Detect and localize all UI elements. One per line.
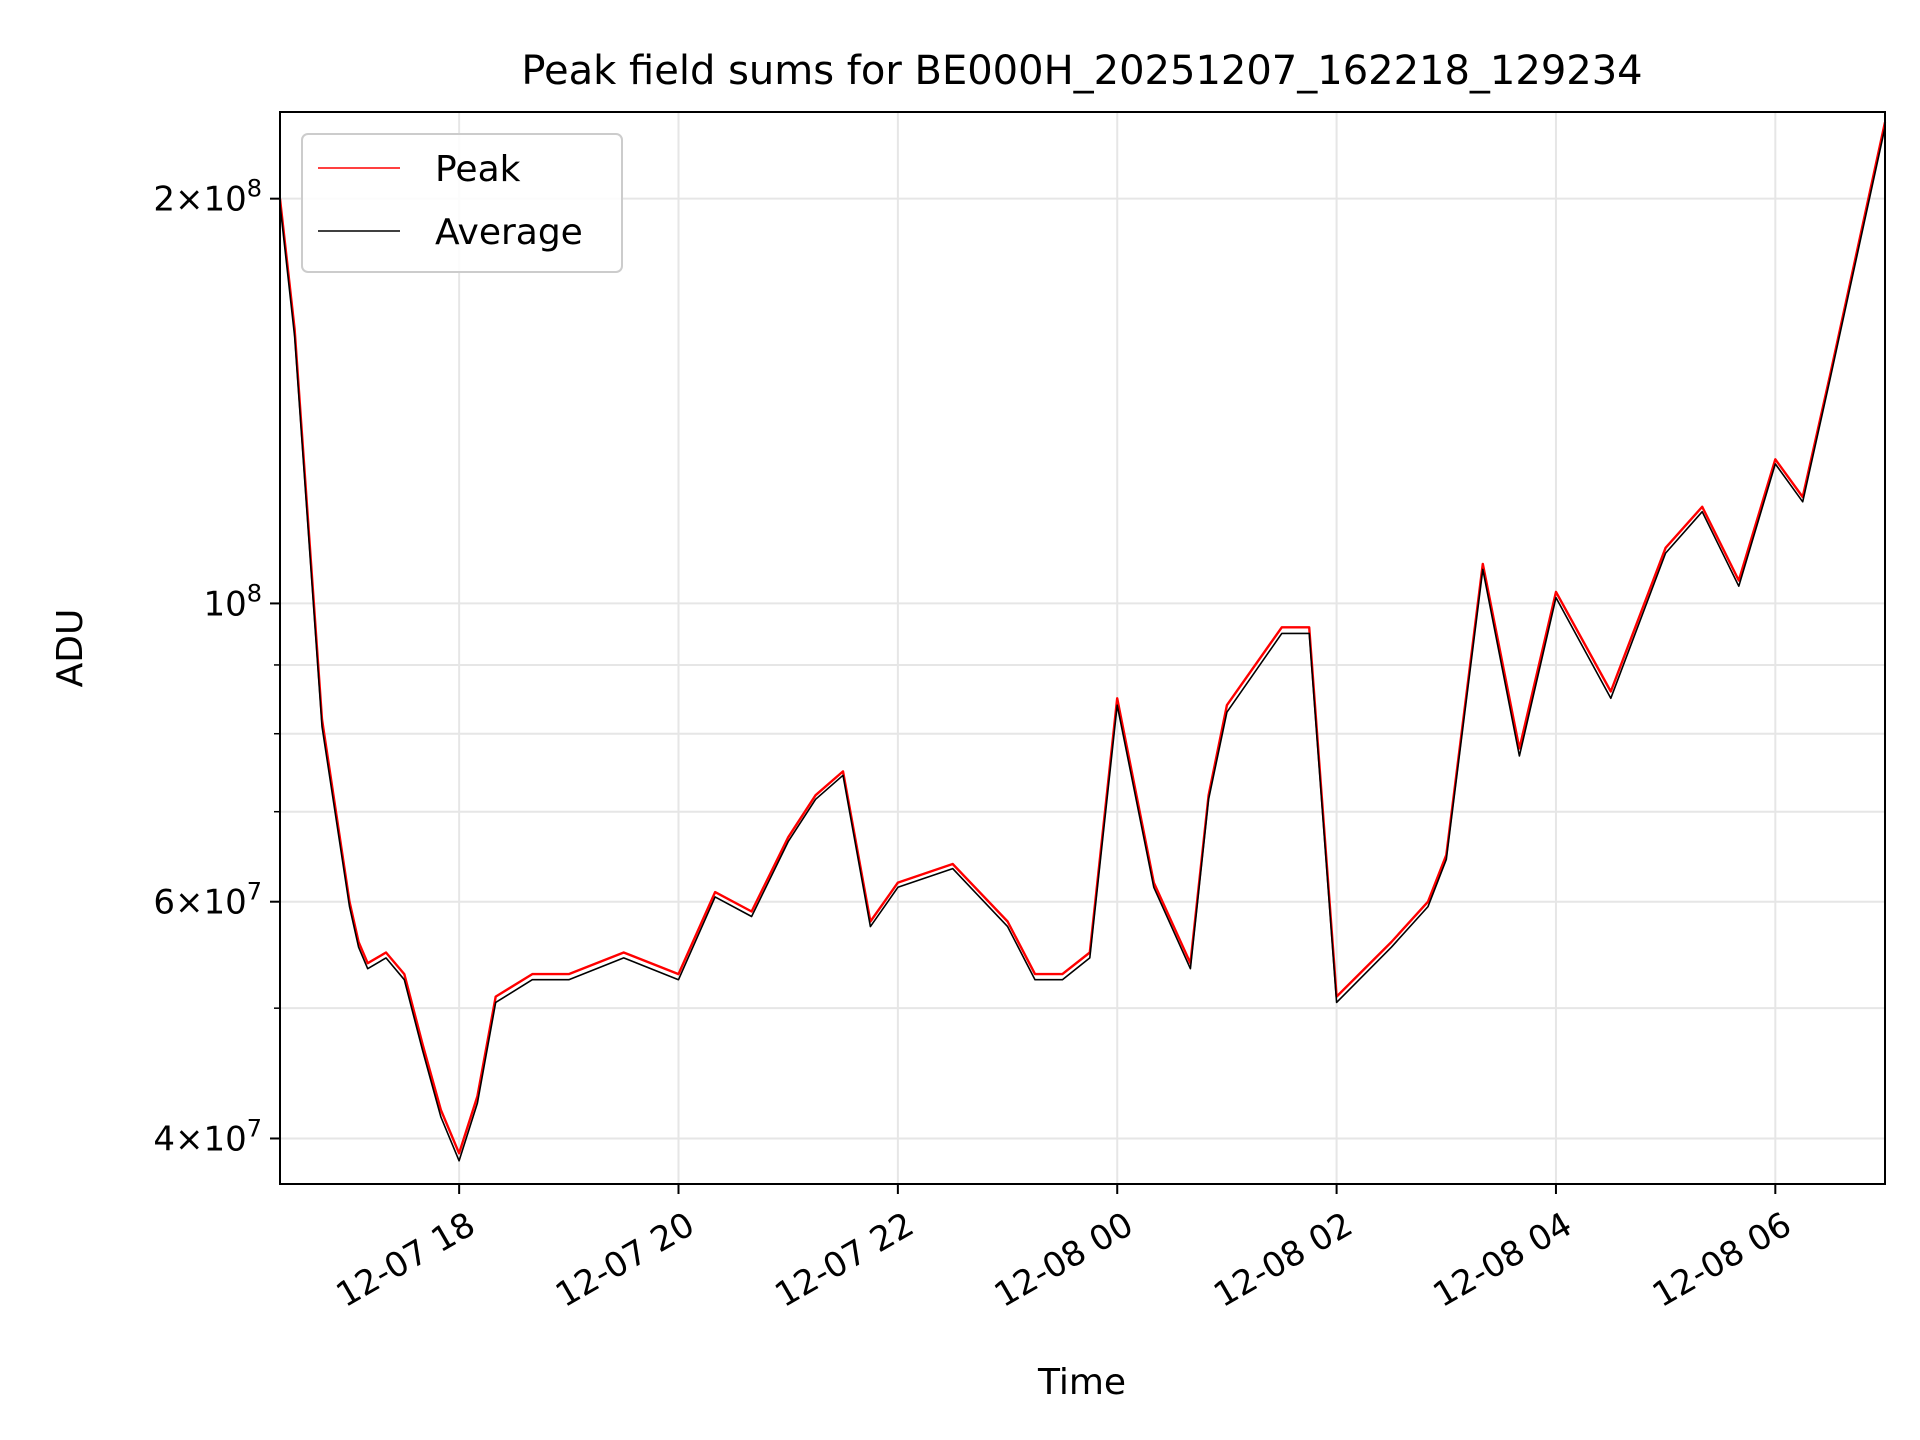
legend-label-peak: Peak bbox=[435, 149, 521, 190]
y-tick-label: 4×107 bbox=[153, 1114, 262, 1159]
legend-label-average: Average bbox=[435, 212, 583, 253]
series-group bbox=[278, 121, 1887, 1162]
chart-title: Peak field sums for BE000H_20251207_1622… bbox=[521, 48, 1642, 94]
legend: Peak Average bbox=[301, 133, 623, 273]
y-tick-label: 6×107 bbox=[153, 878, 262, 923]
plot-frame bbox=[279, 111, 1886, 1185]
y-axis-label: ADU bbox=[50, 609, 91, 688]
series-line-average bbox=[279, 127, 1886, 1162]
y-axis: 4×107 6×107 108 2×108 bbox=[153, 175, 280, 1159]
y-tick-label: 2×108 bbox=[153, 175, 262, 220]
y-tick-label: 108 bbox=[203, 579, 262, 624]
series-line-peak bbox=[278, 121, 1887, 1155]
x-axis-label: Time bbox=[1037, 1362, 1126, 1403]
